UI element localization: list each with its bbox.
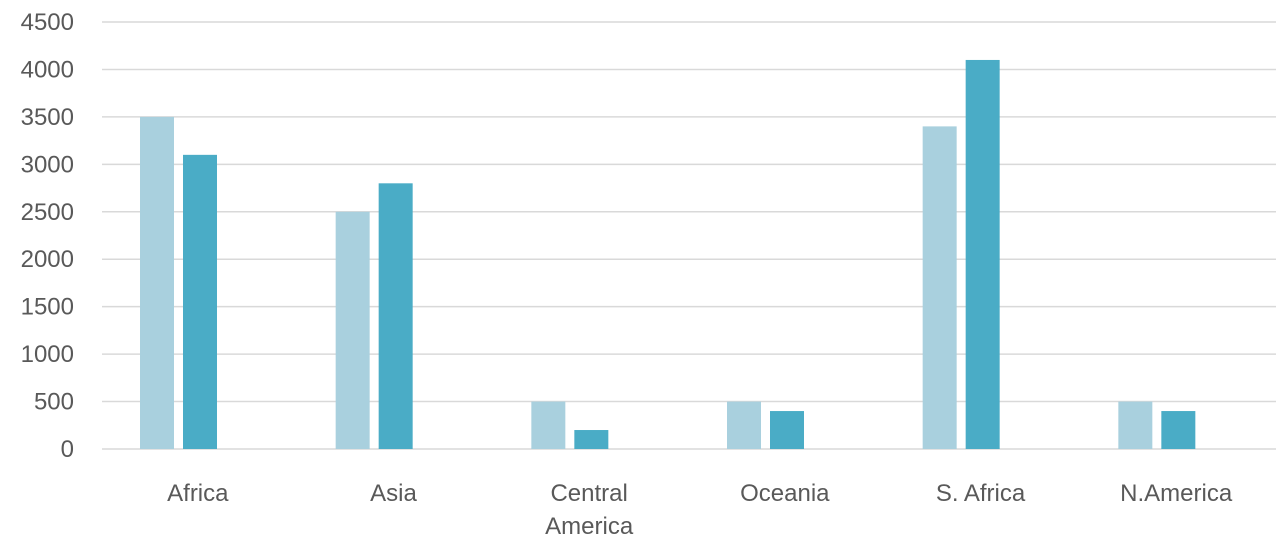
y-tick-label: 0 [61,436,74,463]
bar-series1-4 [922,126,957,449]
y-axis-ticks: 0 500 1000 1500 2000 2500 3000 3500 4000 4500 [21,9,74,463]
y-tick-label: 4500 [21,9,74,36]
x-category-label: Central America [545,480,634,540]
bar-series1-0 [140,116,174,449]
x-category-label: S. Africa [936,480,1026,507]
bar-series2-5 [1161,411,1196,449]
y-tick-label: 3500 [21,104,74,131]
y-tick-label: 4000 [21,56,74,83]
y-tick-label: 3000 [21,151,74,178]
x-category-label: Africa [167,480,229,507]
y-tick-label: 2500 [21,199,74,226]
y-tick-label: 500 [34,389,74,416]
bars [140,59,1196,450]
bar-series1-1 [335,211,370,449]
bar-series2-1 [378,183,413,450]
bar-series2-4 [965,59,1000,449]
bar-series2-3 [770,411,804,449]
bar-series1-3 [727,401,761,449]
x-category-label: Oceania [740,480,830,507]
bar-series1-5 [1118,401,1153,449]
x-category-label: Asia [370,480,417,507]
gridlines [102,21,1276,450]
y-tick-label: 1000 [21,341,74,368]
x-axis-labels: Africa Asia Central America Oceania S. Africa… [167,480,1233,540]
bar-series2-0 [183,154,217,449]
bar-series1-2 [531,401,566,449]
x-category-label: N.America [1120,480,1233,507]
y-tick-label: 2000 [21,246,74,273]
bar-series2-2 [574,430,609,449]
y-tick-label: 1500 [21,294,74,321]
